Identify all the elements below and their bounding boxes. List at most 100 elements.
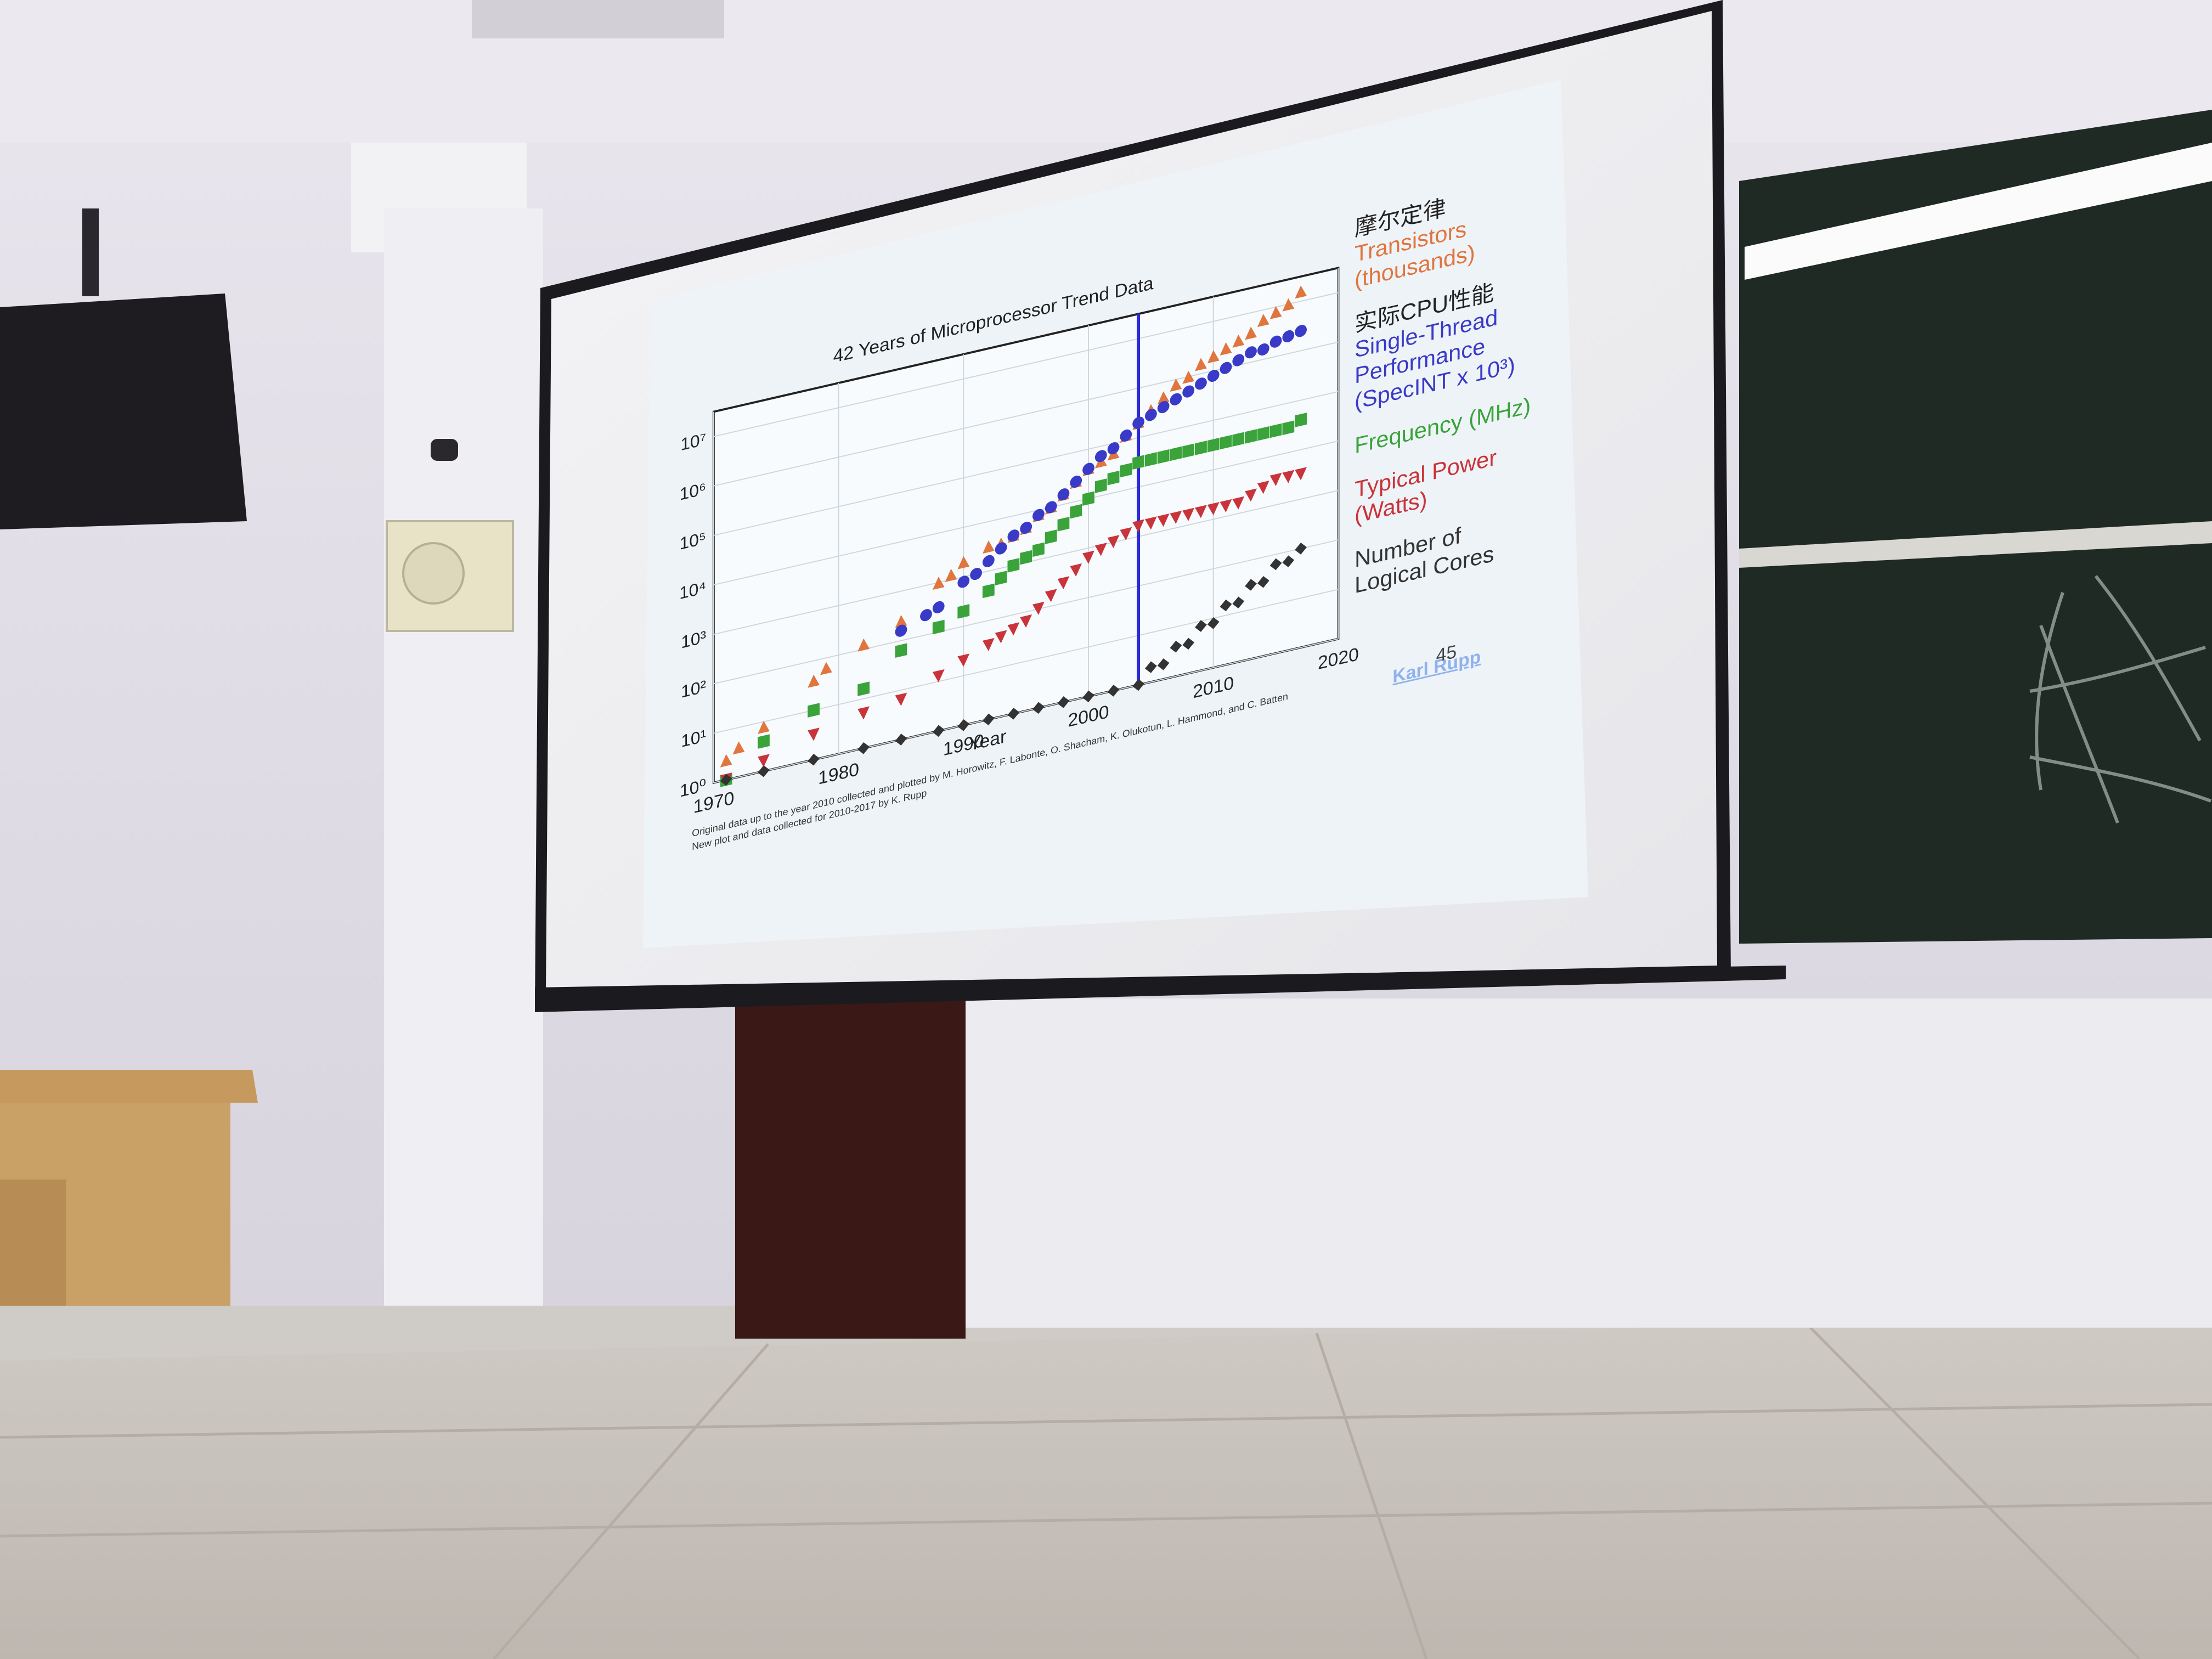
slide: 1970 1980 1990 2000 2010 2020 10⁰ 10¹ 10² 10³ 10⁴ 1… — [654, 92, 1588, 904]
data-point — [982, 637, 995, 651]
data-point — [1295, 325, 1307, 337]
data-point — [1170, 640, 1182, 653]
data-point — [1295, 413, 1307, 427]
data-point — [932, 619, 945, 635]
data-point — [1032, 601, 1045, 615]
x-tick-label: 2010 — [1193, 673, 1234, 703]
grid-line-y — [713, 539, 1339, 685]
data-point — [1182, 385, 1195, 398]
data-point — [808, 674, 820, 688]
data-point — [1182, 370, 1195, 384]
data-point — [1057, 696, 1070, 708]
data-point — [1195, 358, 1207, 371]
data-point — [1107, 535, 1120, 549]
data-point — [1282, 555, 1295, 567]
tv-mount — [82, 208, 99, 296]
y-tick-label: 10¹ — [681, 726, 706, 751]
data-point — [1007, 622, 1020, 636]
data-point — [1269, 335, 1282, 348]
data-point — [1269, 423, 1282, 438]
data-point — [982, 555, 995, 567]
data-point — [1257, 575, 1269, 588]
data-point — [808, 753, 820, 766]
data-point — [1094, 543, 1107, 556]
grid-line-y — [713, 341, 1339, 487]
data-point — [1120, 462, 1132, 478]
data-point — [957, 719, 970, 731]
blackboard — [1739, 110, 2212, 944]
speaker-grille-icon — [402, 542, 465, 605]
data-point — [1220, 499, 1232, 512]
data-point — [1070, 475, 1082, 488]
data-point — [1070, 563, 1082, 577]
y-tick-label: 10⁴ — [679, 578, 706, 603]
data-point — [1295, 285, 1307, 299]
data-point — [1057, 517, 1070, 532]
data-point — [1107, 685, 1120, 697]
data-point — [1107, 442, 1120, 455]
data-point — [1082, 550, 1094, 564]
x-tick-label: 2000 — [1068, 701, 1109, 731]
data-point — [1057, 576, 1070, 590]
data-point — [1157, 658, 1170, 670]
lectern-top — [0, 1070, 258, 1103]
microprocessor-chart: 19701980199020002010202010⁰10¹10²10³10⁴1… — [679, 266, 1359, 817]
data-point — [1207, 617, 1220, 629]
data-point — [970, 568, 982, 580]
data-point — [1045, 501, 1057, 514]
data-point — [1132, 519, 1144, 533]
grid-line-y — [713, 440, 1339, 586]
floor-tile-lines — [0, 1327, 2212, 1659]
data-point — [1207, 369, 1220, 382]
data-point — [1032, 509, 1045, 521]
data-point — [1257, 426, 1269, 441]
data-point — [1120, 527, 1132, 540]
data-point — [758, 754, 770, 768]
security-camera — [431, 439, 458, 461]
data-point — [1207, 350, 1220, 364]
data-point — [857, 638, 870, 652]
data-point — [758, 720, 770, 734]
data-point — [1182, 507, 1195, 521]
data-point — [1144, 409, 1157, 421]
data-point — [957, 556, 970, 569]
data-point — [732, 741, 745, 755]
data-point — [920, 609, 932, 622]
data-point — [1120, 429, 1132, 442]
ceiling-light — [1745, 143, 2212, 280]
data-point — [1282, 298, 1295, 312]
data-point — [1269, 558, 1282, 571]
data-point — [1132, 416, 1144, 429]
data-point — [1295, 467, 1307, 481]
data-point — [1170, 446, 1182, 461]
data-point — [1195, 377, 1207, 390]
data-point — [808, 727, 820, 741]
data-point — [720, 774, 732, 786]
data-point — [1257, 481, 1269, 494]
data-point — [932, 669, 945, 682]
data-point — [1245, 488, 1257, 502]
data-point — [1232, 334, 1245, 348]
data-point — [758, 734, 770, 749]
data-point — [1144, 661, 1157, 673]
data-point — [957, 604, 970, 619]
data-point — [1094, 478, 1107, 493]
data-point — [1269, 306, 1282, 319]
data-point — [857, 706, 870, 720]
data-point — [1070, 504, 1082, 519]
chalk-drawing — [2029, 575, 2212, 824]
data-point — [1170, 393, 1182, 405]
data-point — [758, 765, 770, 777]
data-point — [1245, 326, 1257, 340]
data-point — [945, 568, 957, 582]
data-point — [895, 624, 907, 637]
data-point — [895, 643, 907, 658]
data-point — [1020, 550, 1032, 565]
data-point — [1020, 521, 1032, 534]
y-tick-label: 10⁵ — [680, 528, 706, 553]
data-point — [1282, 330, 1295, 343]
wall-tv — [0, 294, 247, 529]
data-point — [1007, 529, 1020, 542]
data-point — [1144, 452, 1157, 467]
